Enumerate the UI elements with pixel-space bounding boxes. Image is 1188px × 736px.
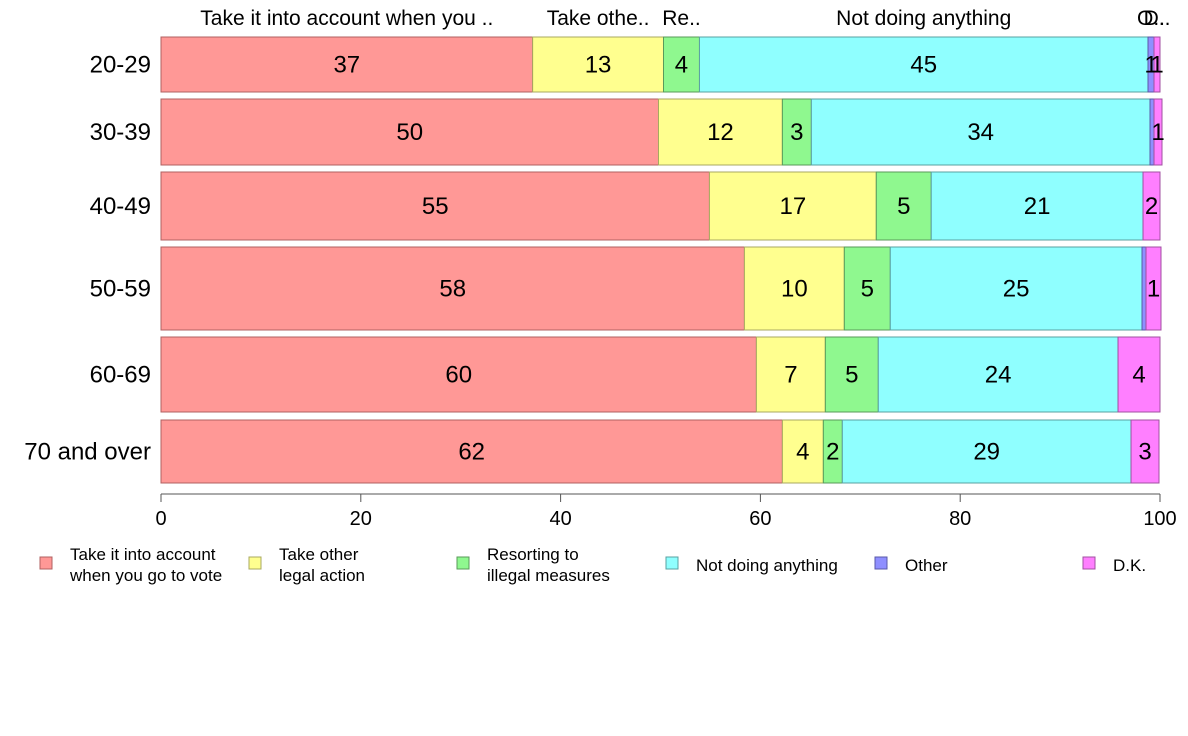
data-label: 60 (445, 362, 472, 389)
bar-segment (532, 36, 664, 93)
bar-segment (1145, 246, 1162, 331)
legend-label: Other (905, 556, 948, 575)
data-label: 58 (439, 276, 466, 303)
series-top-label: D.. (1144, 7, 1171, 30)
data-label: 1 (1151, 119, 1164, 146)
x-tick-label: 80 (949, 508, 971, 530)
data-label: 21 (1024, 193, 1051, 220)
legend-swatch (456, 556, 470, 570)
series-top-label: Not doing anything (836, 7, 1011, 30)
bar-segment (160, 246, 745, 331)
legend: Take it into account when you go to vote T… (39, 545, 1146, 585)
legend-label: Take it into account when you go to vote (69, 545, 222, 585)
bar-segment (1117, 336, 1161, 413)
data-label: 17 (780, 193, 807, 220)
legend-swatch (39, 556, 53, 570)
bar-segment (841, 419, 1132, 484)
category-label: 30-39 (90, 119, 151, 146)
legend-swatch (874, 556, 888, 570)
top-series-labels: Take it into account when you .. Take oth… (200, 7, 1170, 30)
legend-label: Take other legal action (279, 545, 365, 585)
data-label: 1 (1144, 52, 1157, 79)
category-label: 20-29 (90, 52, 151, 79)
x-axis: 0 20 40 60 80 100 (155, 493, 1177, 530)
data-label: 25 (1003, 276, 1030, 303)
category-label: 40-49 (90, 193, 151, 220)
series-top-label: O.. (1137, 7, 1165, 30)
bar-segment (658, 98, 783, 166)
bar-segment (708, 171, 877, 241)
data-label: 55 (422, 193, 449, 220)
data-label: 62 (458, 439, 485, 466)
data-label: 45 (910, 52, 937, 79)
category-label: 50-59 (90, 276, 151, 303)
bar-segment (824, 336, 879, 413)
data-label: 12 (707, 119, 734, 146)
category-label: 60-69 (90, 362, 151, 389)
data-label: 29 (973, 439, 1000, 466)
data-label: 37 (333, 52, 360, 79)
data-label: 13 (585, 52, 612, 79)
bar-segment (160, 419, 783, 484)
bar-segment (1130, 419, 1160, 484)
legend-label: D.K. (1113, 556, 1146, 575)
data-label: 5 (897, 193, 910, 220)
data-label: 1 (1150, 52, 1163, 79)
data-label: 4 (1132, 362, 1145, 389)
bar-segment (781, 419, 824, 484)
category-labels: 20-29 30-39 40-49 50-59 60-69 70 and over (24, 52, 151, 466)
data-label: 34 (967, 119, 994, 146)
legend-swatch (248, 556, 262, 570)
data-label: 3 (790, 119, 803, 146)
bar-segment (930, 171, 1144, 241)
data-label: 5 (845, 362, 858, 389)
bars-group (160, 36, 1163, 484)
data-label: 3 (1138, 439, 1151, 466)
series-top-label: Re.. (662, 7, 701, 30)
data-label: 1 (1147, 276, 1160, 303)
data-label: 4 (796, 439, 809, 466)
bar-segment (743, 246, 845, 331)
data-label: 10 (781, 276, 808, 303)
data-label: 7 (784, 362, 797, 389)
legend-swatch (1082, 556, 1096, 570)
bar-segment (1153, 98, 1163, 166)
data-label: 2 (1145, 193, 1158, 220)
bar-segment (160, 171, 710, 241)
bar-segment (755, 336, 826, 413)
bar-segment (843, 246, 891, 331)
data-label: 50 (396, 119, 423, 146)
bar-segment (698, 36, 1149, 93)
legend-swatch (665, 556, 679, 570)
bar-segment (160, 336, 757, 413)
x-tick-label: 100 (1143, 508, 1176, 530)
x-tick-label: 20 (350, 508, 372, 530)
x-tick-label: 60 (749, 508, 771, 530)
bar-segment (781, 98, 812, 166)
bar-segment (1142, 171, 1161, 241)
x-tick-label: 40 (549, 508, 571, 530)
data-label: 4 (675, 52, 688, 79)
category-label: 70 and over (24, 439, 151, 466)
data-label: 5 (861, 276, 874, 303)
series-top-label: Take othe.. (547, 7, 650, 30)
bar-segment (889, 246, 1143, 331)
data-label: 2 (826, 439, 839, 466)
series-top-label: Take it into account when you .. (200, 7, 493, 30)
x-tick-label: 0 (155, 508, 166, 530)
legend-label: Not doing anything (696, 556, 838, 575)
legend-label: Resorting to illegal measures (487, 545, 610, 585)
data-label: 24 (985, 362, 1012, 389)
bar-segment (875, 171, 932, 241)
bar-segment (1141, 246, 1147, 331)
bar-segment (1153, 36, 1161, 93)
bar-segment (877, 336, 1119, 413)
bar-segment (160, 98, 660, 166)
